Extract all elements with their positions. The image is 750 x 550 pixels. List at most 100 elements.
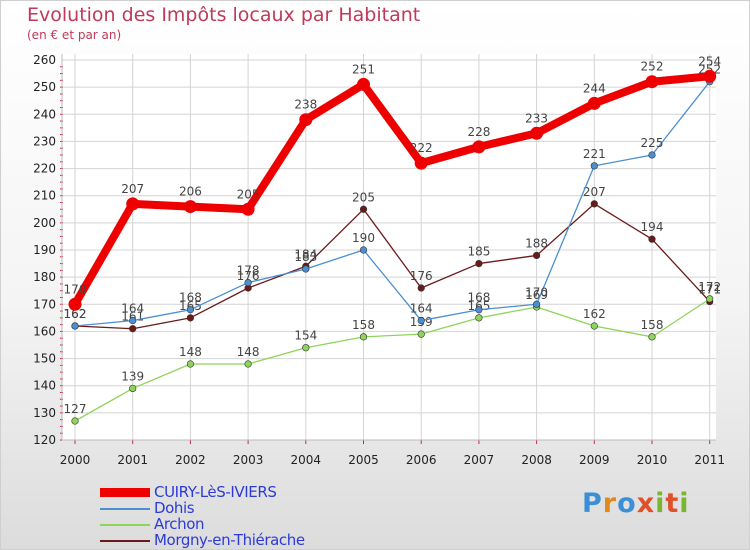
logo-letter: x (636, 488, 656, 519)
series-line-1 (74, 81, 711, 327)
data-point (645, 75, 659, 89)
y-tick-label: 150 (33, 352, 56, 366)
data-point (126, 197, 140, 211)
y-tick-label: 130 (33, 406, 56, 420)
x-tick-label: 2004 (291, 453, 322, 467)
y-tick-label: 220 (33, 162, 56, 176)
data-point (357, 77, 370, 91)
data-point (590, 322, 598, 330)
data-label: 222 (410, 141, 433, 155)
data-label: 244 (583, 81, 606, 95)
legend-label: CUIRY-LèS-IVIERS (154, 483, 277, 501)
data-point (532, 300, 541, 308)
y-tick-label: 230 (33, 134, 56, 148)
data-point (587, 96, 601, 110)
x-tick-label: 2002 (175, 453, 206, 467)
y-tick-label: 170 (33, 297, 56, 311)
data-label: 207 (583, 185, 606, 199)
data-point (129, 316, 137, 325)
y-tick-label: 190 (33, 243, 56, 257)
y-tick-label: 160 (33, 324, 56, 338)
y-tick-label: 240 (33, 107, 56, 121)
data-label: 148 (237, 345, 260, 359)
x-tick-label: 2005 (348, 453, 379, 467)
data-label: 164 (410, 302, 433, 316)
data-label: 254 (698, 54, 721, 68)
series-line-3 (74, 203, 711, 330)
data-point (532, 251, 541, 260)
chart-title: Evolution des Impôts locaux par Habitant (27, 4, 421, 26)
data-label: 188 (525, 236, 548, 250)
data-point (472, 140, 486, 154)
data-point (244, 360, 252, 368)
data-label: 162 (64, 307, 87, 321)
series-line-0 (71, 72, 714, 309)
data-point (359, 246, 368, 254)
data-point (71, 417, 79, 425)
logo-letter: i (679, 488, 690, 519)
data-label: 164 (121, 302, 144, 316)
data-point (703, 69, 717, 83)
legend-swatch (100, 524, 150, 526)
data-label: 168 (179, 291, 202, 305)
data-label: 154 (294, 329, 317, 343)
data-point (241, 202, 255, 216)
data-point (299, 113, 313, 127)
data-label: 238 (294, 98, 317, 112)
x-tick-label: 2001 (117, 453, 148, 467)
legend-label: Archon (154, 515, 205, 533)
legend-swatch (100, 508, 150, 510)
legend-label: Morgny-en-Thiérache (154, 531, 305, 549)
data-label: 168 (467, 291, 490, 305)
legend-label: Dohis (154, 499, 195, 517)
data-point (414, 156, 428, 170)
data-point (129, 325, 137, 333)
data-point (417, 330, 425, 338)
plot-area (62, 54, 716, 440)
data-point (129, 384, 137, 393)
data-point (475, 306, 483, 314)
data-point (590, 162, 598, 170)
x-tick-label: 2010 (637, 453, 668, 467)
data-label: 190 (352, 231, 375, 245)
y-tick-label: 210 (33, 189, 56, 203)
data-point (417, 284, 425, 292)
logo-letter: t (665, 488, 680, 519)
data-point (183, 200, 197, 214)
data-label: 205 (237, 187, 260, 201)
data-label: 228 (467, 125, 490, 139)
data-label: 161 (121, 310, 144, 324)
data-label: 172 (698, 280, 721, 294)
data-point (71, 322, 79, 330)
data-point (186, 314, 194, 322)
x-tick-label: 2000 (60, 453, 91, 467)
data-point (648, 235, 656, 243)
data-point (302, 344, 310, 352)
data-label: 183 (294, 250, 317, 264)
data-label: 170 (64, 282, 87, 296)
data-label: 194 (641, 220, 664, 234)
data-point (590, 200, 598, 208)
logo-letter: r (602, 488, 618, 519)
y-tick-label: 140 (33, 379, 56, 393)
data-label: 251 (352, 62, 375, 76)
data-label: 162 (64, 307, 87, 321)
y-tick-label: 180 (33, 270, 56, 284)
y-tick-label: 260 (33, 53, 56, 67)
proxiti-logo: Proxiti (582, 488, 690, 519)
data-label: 162 (583, 307, 606, 321)
chart-plot: 120 130 140 150 160 170 180 190 200 210 220 230 240 2… (33, 53, 725, 467)
data-point (359, 205, 368, 213)
logo-letter: P (582, 488, 603, 519)
data-label: 148 (179, 345, 202, 359)
y-tick-label: 200 (33, 216, 56, 230)
data-label: 184 (294, 247, 317, 261)
data-point (244, 278, 252, 287)
data-label: 139 (121, 369, 144, 383)
data-point (68, 297, 82, 311)
data-label: 127 (64, 402, 87, 416)
data-point (186, 360, 194, 368)
chart-subtitle: (en € et par an) (27, 28, 122, 42)
data-point (359, 333, 368, 341)
x-tick-label: 2011 (694, 453, 725, 467)
